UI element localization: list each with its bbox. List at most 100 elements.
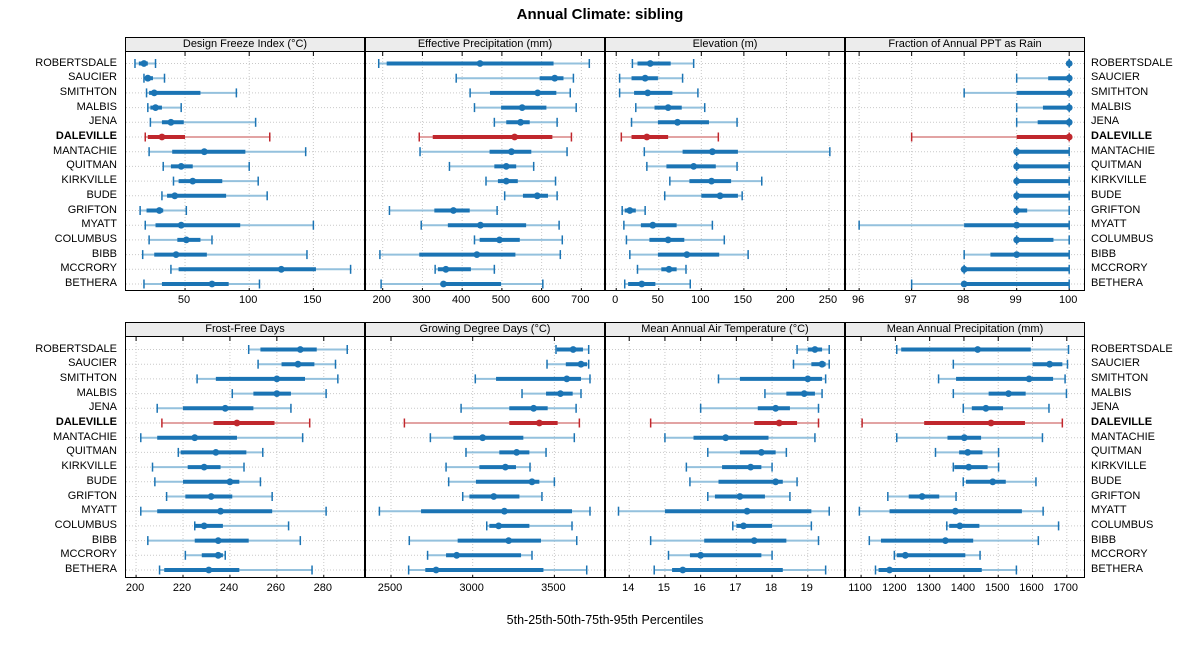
series-daleville <box>403 418 581 428</box>
station-label-left-mccrory: MCCRORY <box>60 262 117 275</box>
station-label-right-jena: JENA <box>1091 115 1120 128</box>
series-jena <box>149 117 257 127</box>
series-bibb <box>379 250 562 260</box>
station-label-left-jena: JENA <box>88 115 117 128</box>
x-tick-label-effective-precipitation-mm-300: 300 <box>412 294 431 306</box>
series-robertsdale <box>134 59 157 68</box>
series-bibb <box>629 250 749 260</box>
series-bude <box>1013 191 1070 201</box>
station-label-right-bude: BUDE <box>1091 474 1122 487</box>
series-mantachie <box>664 433 816 443</box>
series-jena <box>962 403 1050 413</box>
station-label-left-kirkville: KIRKVILLE <box>61 174 117 187</box>
station-label-right-columbus: COLUMBUS <box>1091 518 1154 531</box>
series-bude <box>161 191 268 201</box>
series-quitman <box>162 161 250 171</box>
station-label-left-bude: BUDE <box>86 474 117 487</box>
x-tick-label-mean-annual-precipitation-mm-1300: 1300 <box>916 582 941 594</box>
panel-frost-free-days <box>125 336 365 578</box>
series-bude <box>154 477 262 487</box>
figure-title: Annual Climate: sibling <box>516 6 684 23</box>
x-tick-label-design-freeze-index-c-100: 100 <box>239 294 258 306</box>
station-label-left-saucier: SAUCIER <box>68 71 117 84</box>
station-label-left-daleville: DALEVILLE <box>55 416 117 428</box>
panel-design-freeze-index-c <box>125 51 365 291</box>
series-bude <box>447 477 556 487</box>
series-saucier <box>546 359 590 369</box>
series-bethera <box>143 279 261 289</box>
x-tick-label-mean-annual-air-temperature-c-17: 17 <box>729 582 742 594</box>
panel-fraction-of-annual-ppt-as-rain <box>845 51 1085 291</box>
station-label-right-mantachie: MANTACHIE <box>1091 430 1155 443</box>
x-tick-label-growing-degree-days-c-3500: 3500 <box>541 582 566 594</box>
series-saucier <box>618 73 684 83</box>
station-label-right-grifton: GRIFTON <box>1091 489 1141 502</box>
series-mantachie <box>148 147 307 157</box>
x-tick-label-design-freeze-index-c-50: 50 <box>177 294 191 306</box>
series-jena <box>493 117 558 127</box>
station-label-left-malbis: MALBIS <box>76 100 117 113</box>
series-mantachie <box>429 433 576 443</box>
panel-strip-frost-free-days: Frost-Free Days <box>125 322 365 337</box>
station-label-left-columbus: COLUMBUS <box>54 518 117 531</box>
station-label-left-smithton: SMITHTON <box>59 371 117 384</box>
x-tick-label-design-freeze-index-c-150: 150 <box>303 294 322 306</box>
series-smithton <box>145 88 238 98</box>
series-mantachie <box>895 433 1044 443</box>
x-tick-label-effective-precipitation-mm-500: 500 <box>491 294 511 306</box>
series-saucier <box>143 73 166 83</box>
series-malbis <box>231 389 327 399</box>
x-tick-label-elevation-m-100: 100 <box>691 294 710 306</box>
series-columbus <box>946 521 1060 531</box>
x-tick-label-fraction-of-annual-ppt-as-rain-98: 98 <box>957 294 970 306</box>
series-malbis <box>952 389 1068 399</box>
x-tick-label-effective-precipitation-mm-700: 700 <box>571 294 590 306</box>
series-daleville <box>649 418 820 428</box>
station-label-right-kirkville: KIRKVILLE <box>1091 460 1147 473</box>
station-label-left-columbus: COLUMBUS <box>54 232 117 245</box>
series-robertsdale <box>796 345 830 354</box>
series-bibb <box>141 250 308 260</box>
series-jena <box>156 403 292 413</box>
series-columbus <box>473 235 564 245</box>
station-label-right-quitman: QUITMAN <box>1091 445 1142 458</box>
series-myatt <box>420 220 560 230</box>
series-daleville <box>161 418 311 428</box>
x-tick-label-frost-free-days-280: 280 <box>313 582 332 594</box>
series-grifton <box>388 206 498 215</box>
series-columbus <box>485 521 573 531</box>
series-myatt <box>623 220 714 230</box>
series-quitman <box>934 447 1000 457</box>
panel-strip-fraction-of-annual-ppt-as-rain: Fraction of Annual PPT as Rain <box>845 37 1085 52</box>
series-grifton <box>461 492 543 501</box>
station-label-right-bethera: BETHERA <box>1091 563 1143 575</box>
x-tick-label-growing-degree-days-c-2500: 2500 <box>377 582 403 594</box>
x-tick-label-mean-annual-air-temperature-c-19: 19 <box>800 582 813 594</box>
x-tick-label-fraction-of-annual-ppt-as-rain-97: 97 <box>904 294 917 306</box>
station-label-right-saucier: SAUCIER <box>1091 71 1140 84</box>
station-label-right-bethera: BETHERA <box>1091 277 1143 289</box>
series-malbis <box>473 103 577 113</box>
series-saucier <box>1015 73 1073 83</box>
station-label-left-mantachie: MANTACHIE <box>53 430 117 443</box>
series-bethera <box>910 279 1070 289</box>
station-label-right-mantachie: MANTACHIE <box>1091 144 1155 157</box>
station-label-right-saucier: SAUCIER <box>1091 357 1140 370</box>
series-malbis <box>147 103 182 113</box>
series-robertsdale <box>377 59 591 68</box>
series-kirkville <box>445 462 531 472</box>
x-axis-caption: 5th-25th-50th-75th-95th Percentiles <box>506 613 704 627</box>
station-label-left-mccrory: MCCRORY <box>60 548 117 561</box>
station-label-right-robertsdale: ROBERTSDALE <box>1091 342 1173 355</box>
station-label-left-quitman: QUITMAN <box>66 445 117 458</box>
x-tick-label-mean-annual-air-temperature-c-14: 14 <box>622 582 635 594</box>
x-tick-label-frost-free-days-200: 200 <box>125 582 145 594</box>
station-label-left-bude: BUDE <box>86 188 117 201</box>
station-label-right-columbus: COLUMBUS <box>1091 232 1154 245</box>
series-saucier <box>257 359 337 369</box>
series-robertsdale <box>895 345 1070 354</box>
station-label-left-grifton: GRIFTON <box>67 203 117 216</box>
series-jena <box>1015 117 1073 127</box>
x-tick-label-frost-free-days-220: 220 <box>172 582 192 594</box>
